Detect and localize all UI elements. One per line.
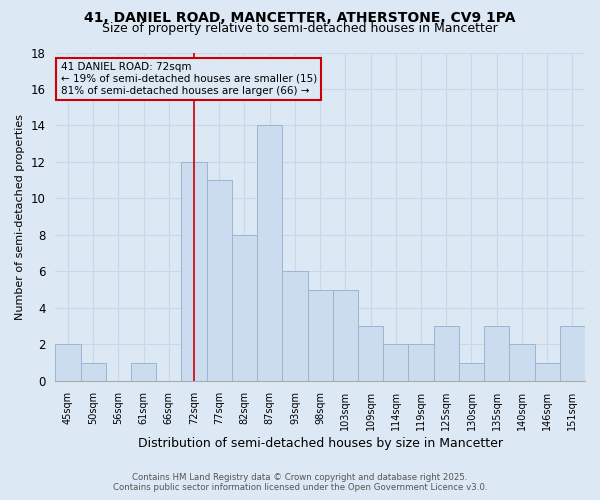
Bar (535, 362, 560, 381)
Bar (383, 344, 409, 381)
Text: Size of property relative to semi-detached houses in Mancetter: Size of property relative to semi-detach… (102, 22, 498, 35)
Bar (560, 326, 585, 381)
Bar (257, 126, 283, 381)
Bar (358, 326, 383, 381)
Bar (131, 362, 156, 381)
Bar (434, 326, 459, 381)
Bar (55, 344, 80, 381)
Text: 41, DANIEL ROAD, MANCETTER, ATHERSTONE, CV9 1PA: 41, DANIEL ROAD, MANCETTER, ATHERSTONE, … (84, 11, 516, 25)
Text: Contains HM Land Registry data © Crown copyright and database right 2025.
Contai: Contains HM Land Registry data © Crown c… (113, 473, 487, 492)
Bar (181, 162, 206, 381)
Bar (308, 290, 333, 381)
Text: 41 DANIEL ROAD: 72sqm
← 19% of semi-detached houses are smaller (15)
81% of semi: 41 DANIEL ROAD: 72sqm ← 19% of semi-deta… (61, 62, 317, 96)
Bar (484, 326, 509, 381)
Bar (333, 290, 358, 381)
Bar (283, 272, 308, 381)
Y-axis label: Number of semi-detached properties: Number of semi-detached properties (15, 114, 25, 320)
Bar (459, 362, 484, 381)
Bar (206, 180, 232, 381)
X-axis label: Distribution of semi-detached houses by size in Mancetter: Distribution of semi-detached houses by … (137, 437, 503, 450)
Bar (80, 362, 106, 381)
Bar (409, 344, 434, 381)
Bar (509, 344, 535, 381)
Bar (232, 235, 257, 381)
